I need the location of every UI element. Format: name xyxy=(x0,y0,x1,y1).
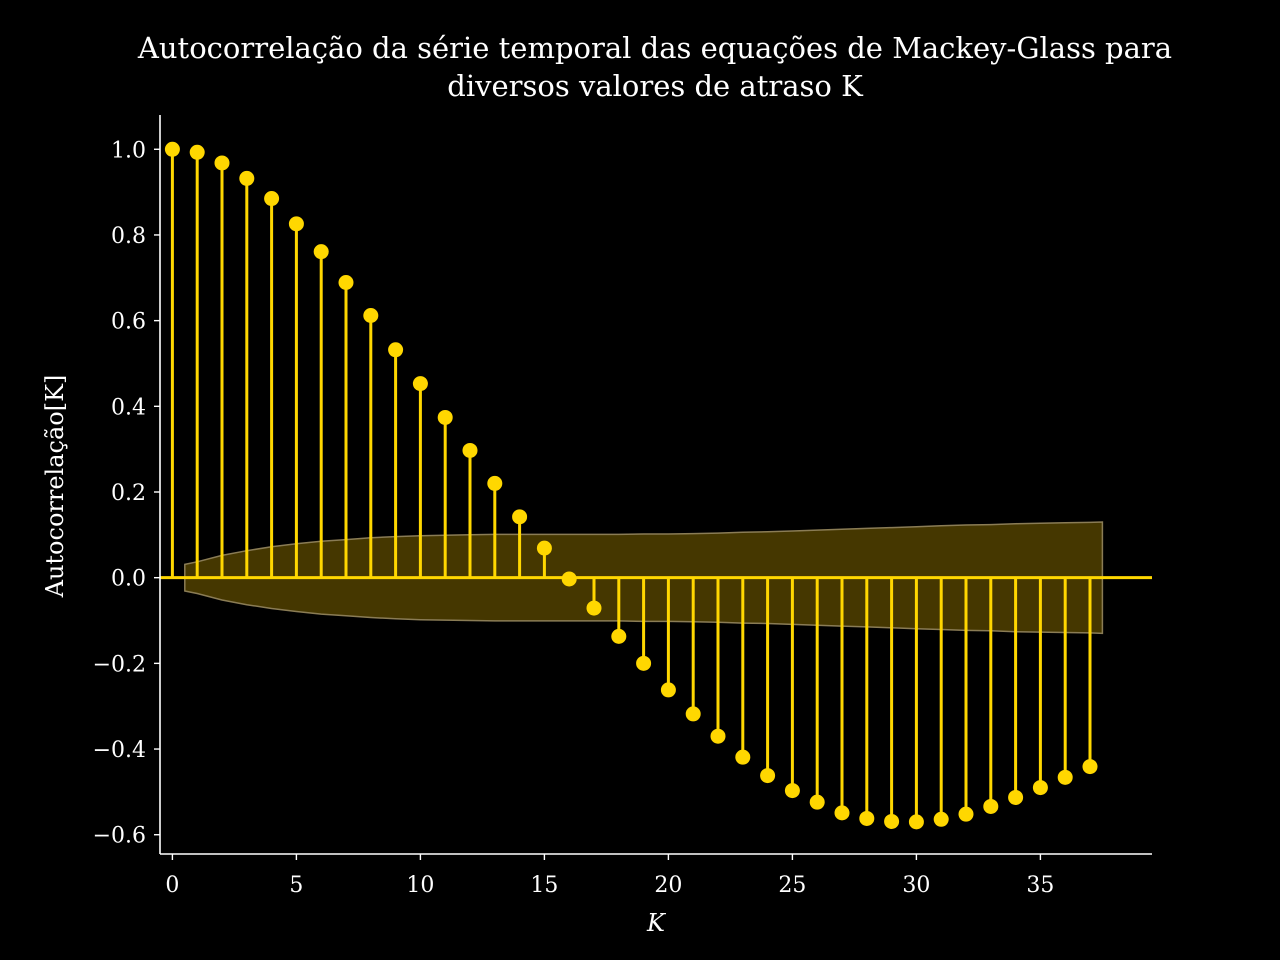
stem-marker-12 xyxy=(462,442,478,458)
stem-marker-23 xyxy=(735,749,751,765)
stem-marker-28 xyxy=(859,810,875,826)
y-axis-label: Autocorrelação[K] xyxy=(41,375,69,599)
x-tick-label-5: 5 xyxy=(289,873,303,898)
stem-marker-22 xyxy=(710,728,726,744)
stem-marker-15 xyxy=(536,540,552,556)
stem-marker-4 xyxy=(264,191,280,207)
stem-marker-1 xyxy=(189,144,205,160)
y-tick-label-2: 0.6 xyxy=(111,310,146,335)
stem-marker-37 xyxy=(1082,759,1098,775)
stems-layer xyxy=(160,141,1152,830)
stem-marker-14 xyxy=(512,509,528,525)
stem-marker-5 xyxy=(288,216,304,232)
stem-marker-8 xyxy=(363,307,379,323)
stem-marker-30 xyxy=(908,814,924,830)
stem-marker-17 xyxy=(586,600,602,616)
stem-marker-36 xyxy=(1057,769,1073,785)
y-tick-label-5: 0.0 xyxy=(111,567,146,592)
stem-marker-18 xyxy=(611,628,627,644)
stem-marker-16 xyxy=(561,571,577,587)
x-tick-label-20: 20 xyxy=(654,873,682,898)
stem-marker-11 xyxy=(437,409,453,425)
x-tick-label-15: 15 xyxy=(530,873,558,898)
stem-marker-3 xyxy=(239,170,255,186)
x-axis-label: K xyxy=(646,909,667,937)
stem-marker-34 xyxy=(1008,789,1024,805)
stem-marker-32 xyxy=(958,806,974,822)
y-tick-label-8: −0.6 xyxy=(93,824,146,849)
stem-marker-9 xyxy=(388,342,404,358)
stem-marker-20 xyxy=(660,682,676,698)
stem-marker-33 xyxy=(983,798,999,814)
stem-marker-21 xyxy=(685,706,701,722)
stem-marker-29 xyxy=(884,813,900,829)
x-tick-label-0: 0 xyxy=(165,873,179,898)
stem-marker-31 xyxy=(933,811,949,827)
stem-marker-35 xyxy=(1032,780,1048,796)
y-tick-label-7: −0.4 xyxy=(93,738,146,763)
stem-marker-19 xyxy=(636,655,652,671)
stem-marker-6 xyxy=(313,244,329,260)
stem-marker-13 xyxy=(487,475,503,491)
y-tick-label-0: 1.0 xyxy=(111,138,146,163)
x-tick-label-35: 35 xyxy=(1026,873,1054,898)
x-tick-label-25: 25 xyxy=(778,873,806,898)
y-tick-label-3: 0.4 xyxy=(111,395,146,420)
stem-marker-24 xyxy=(760,768,776,784)
stem-marker-2 xyxy=(214,155,230,171)
y-tick-label-1: 0.8 xyxy=(111,224,146,249)
stem-marker-27 xyxy=(834,805,850,821)
y-tick-label-4: 0.2 xyxy=(111,481,146,506)
chart-title-line-2: diversos valores de atraso K xyxy=(447,69,863,103)
y-tick-label-6: −0.2 xyxy=(93,652,146,677)
stem-marker-7 xyxy=(338,275,354,291)
chart-title-line-1: Autocorrelação da série temporal das equ… xyxy=(137,31,1173,65)
x-tick-label-10: 10 xyxy=(406,873,434,898)
ticks-layer: 0 5 10 15 20 25 30 35 1.0 0.8 0.6 0.4 0.2 0.0 −0.2 −0.4… xyxy=(93,138,1055,898)
stem-marker-10 xyxy=(412,376,428,392)
stem-marker-25 xyxy=(784,783,800,799)
stem-marker-0 xyxy=(164,141,180,157)
axes-layer xyxy=(159,115,1152,855)
x-tick-label-30: 30 xyxy=(902,873,930,898)
stem-marker-26 xyxy=(809,794,825,810)
